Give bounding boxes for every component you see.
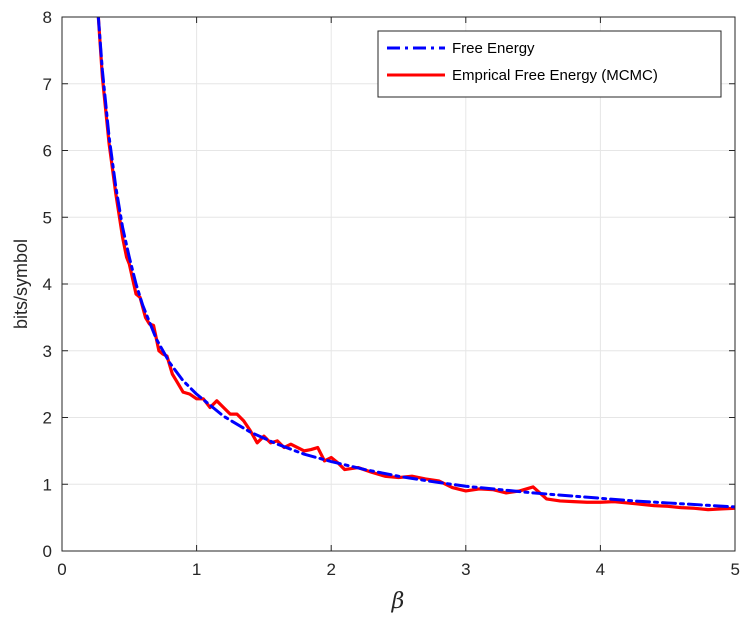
legend-label-free-energy: Free Energy bbox=[452, 40, 535, 57]
y-tick-label: 5 bbox=[43, 208, 52, 227]
y-tick-label: 2 bbox=[43, 409, 52, 428]
ticks: 0 1 2 3 4 5 0 1 2 3 4 5 6 7 8 bbox=[43, 8, 740, 579]
y-tick-label: 8 bbox=[43, 8, 52, 27]
x-tick-label: 3 bbox=[461, 560, 470, 579]
y-tick-label: 4 bbox=[43, 275, 52, 294]
x-tick-label: 1 bbox=[192, 560, 201, 579]
series-line-free-energy bbox=[96, 17, 735, 509]
x-axis-label: β bbox=[391, 589, 405, 614]
y-tick-label: 6 bbox=[43, 142, 52, 161]
series-layer bbox=[96, 17, 735, 512]
y-tick-label: 1 bbox=[43, 475, 52, 494]
x-tick-label: 5 bbox=[731, 560, 740, 579]
legend-box bbox=[377, 30, 722, 98]
y-tick-label: 0 bbox=[43, 542, 52, 561]
x-tick-label: 0 bbox=[57, 560, 66, 579]
y-axis-label: bits/symbol bbox=[11, 239, 31, 329]
x-tick-label: 4 bbox=[596, 560, 605, 579]
y-tick-label: 3 bbox=[43, 342, 52, 361]
y-tick-label: 7 bbox=[43, 75, 52, 94]
x-tick-label: 2 bbox=[326, 560, 335, 579]
legend: Free Energy Emprical Free Energy (MCMC) bbox=[377, 30, 722, 98]
legend-label-mcmc: Emprical Free Energy (MCMC) bbox=[452, 67, 658, 84]
